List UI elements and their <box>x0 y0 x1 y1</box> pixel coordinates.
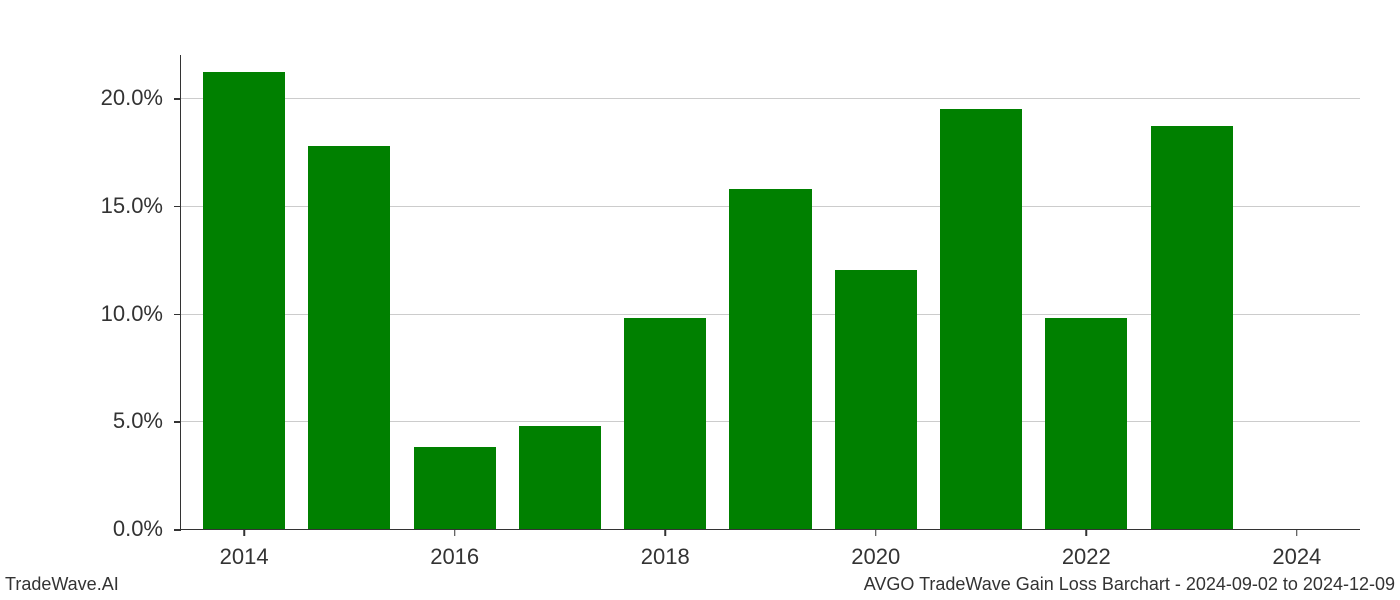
xtick-label: 2024 <box>1272 544 1321 570</box>
xtick-mark <box>454 529 456 536</box>
ytick-mark <box>174 529 181 531</box>
ytick-label: 5.0% <box>113 408 163 434</box>
chart-container: 0.0%5.0%10.0%15.0%20.0%20142016201820202… <box>180 55 1360 530</box>
xtick-mark <box>664 529 666 536</box>
chart-title: AVGO TradeWave Gain Loss Barchart - 2024… <box>864 574 1395 595</box>
plot-area: 0.0%5.0%10.0%15.0%20.0%20142016201820202… <box>180 55 1360 530</box>
xtick-label: 2016 <box>430 544 479 570</box>
gridline <box>181 98 1360 99</box>
xtick-label: 2020 <box>851 544 900 570</box>
xtick-mark <box>875 529 877 536</box>
ytick-label: 15.0% <box>101 193 163 219</box>
ytick-mark <box>174 314 181 316</box>
bar <box>729 189 811 529</box>
bar <box>1151 126 1233 529</box>
xtick-mark <box>243 529 245 536</box>
bar <box>835 270 917 529</box>
bar <box>308 146 390 530</box>
xtick-mark <box>1086 529 1088 536</box>
bar <box>624 318 706 529</box>
watermark-text: TradeWave.AI <box>5 574 119 595</box>
ytick-mark <box>174 98 181 100</box>
ytick-label: 0.0% <box>113 516 163 542</box>
ytick-label: 10.0% <box>101 301 163 327</box>
xtick-label: 2014 <box>220 544 269 570</box>
ytick-label: 20.0% <box>101 85 163 111</box>
xtick-mark <box>1296 529 1298 536</box>
bar <box>1045 318 1127 529</box>
bar <box>414 447 496 529</box>
ytick-mark <box>174 206 181 208</box>
bar <box>940 109 1022 529</box>
xtick-label: 2022 <box>1062 544 1111 570</box>
xtick-label: 2018 <box>641 544 690 570</box>
bar <box>203 72 285 529</box>
bar <box>519 426 601 529</box>
ytick-mark <box>174 421 181 423</box>
